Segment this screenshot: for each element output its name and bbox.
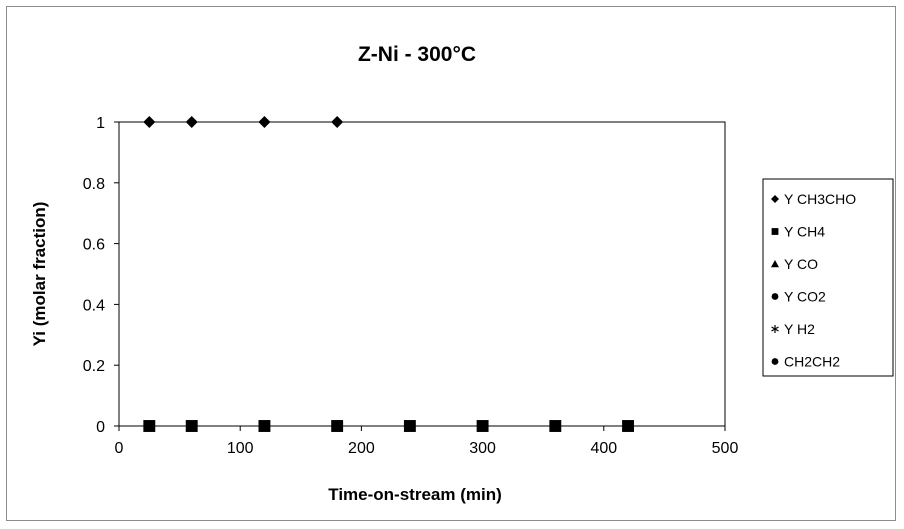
data-point: [331, 116, 344, 128]
y-tick-label: 0.6: [83, 237, 105, 254]
legend-label: Y CH3CHO: [784, 191, 856, 207]
y-tick-label: 1: [96, 115, 105, 132]
y-tick-label: 0.8: [83, 176, 105, 193]
legend-marker: [771, 260, 779, 268]
x-tick-label: 200: [348, 440, 375, 457]
data-point: [258, 420, 271, 432]
legend-marker: [771, 195, 779, 203]
data-point: [549, 420, 562, 432]
data-point: [258, 116, 271, 128]
data-point: [331, 420, 344, 432]
series-layer: [143, 116, 634, 432]
y-tick-label: 0.2: [83, 358, 105, 375]
chart: Z-Ni - 300°C 0 100 200 300 400 500 0 0.2 0.4 0.6…: [30, 43, 894, 504]
legend-label: CH2CH2: [784, 354, 840, 370]
legend-marker: [771, 325, 779, 333]
y-tick-label: 0.4: [83, 297, 105, 314]
legend-marker: [771, 228, 779, 235]
y-axis-label: Yi (molar fraction): [30, 202, 49, 347]
x-tick-label: 400: [590, 440, 617, 457]
plot-area: [118, 121, 726, 427]
x-axis-ticks: 0 100 200 300 400 500: [115, 426, 739, 457]
legend-label: Y CH4: [784, 224, 825, 240]
data-point: [185, 116, 198, 128]
legend-box: [762, 178, 894, 377]
x-tick-label: 0: [115, 440, 124, 457]
legend-label: Y CO2: [784, 289, 826, 305]
chart-title: Z-Ni - 300°C: [358, 43, 476, 66]
x-tick-label: 500: [712, 440, 739, 457]
x-tick-label: 100: [227, 440, 254, 457]
legend-label: Y H2: [784, 321, 815, 337]
data-point: [403, 420, 416, 432]
x-axis-label: Time-on-stream (min): [328, 485, 502, 504]
data-point: [185, 420, 198, 432]
x-tick-label: 300: [469, 440, 496, 457]
y-axis-ticks: 0 0.2 0.4 0.6 0.8 1: [83, 115, 119, 436]
chart-frame: Z-Ni - 300°C 0 100 200 300 400 500 0 0.2 0.4 0.6…: [6, 6, 896, 521]
data-point: [143, 420, 156, 432]
legend: Y CH3CHO Y CH4 Y CO Y CO2 Y H2 CH2CH2: [771, 191, 856, 370]
legend-marker: [771, 293, 779, 300]
data-point: [143, 116, 156, 128]
data-point: [476, 420, 489, 432]
y-tick-label: 0: [96, 419, 105, 436]
legend-label: Y CO: [784, 256, 818, 272]
legend-marker: [771, 358, 779, 365]
data-point: [622, 420, 634, 432]
